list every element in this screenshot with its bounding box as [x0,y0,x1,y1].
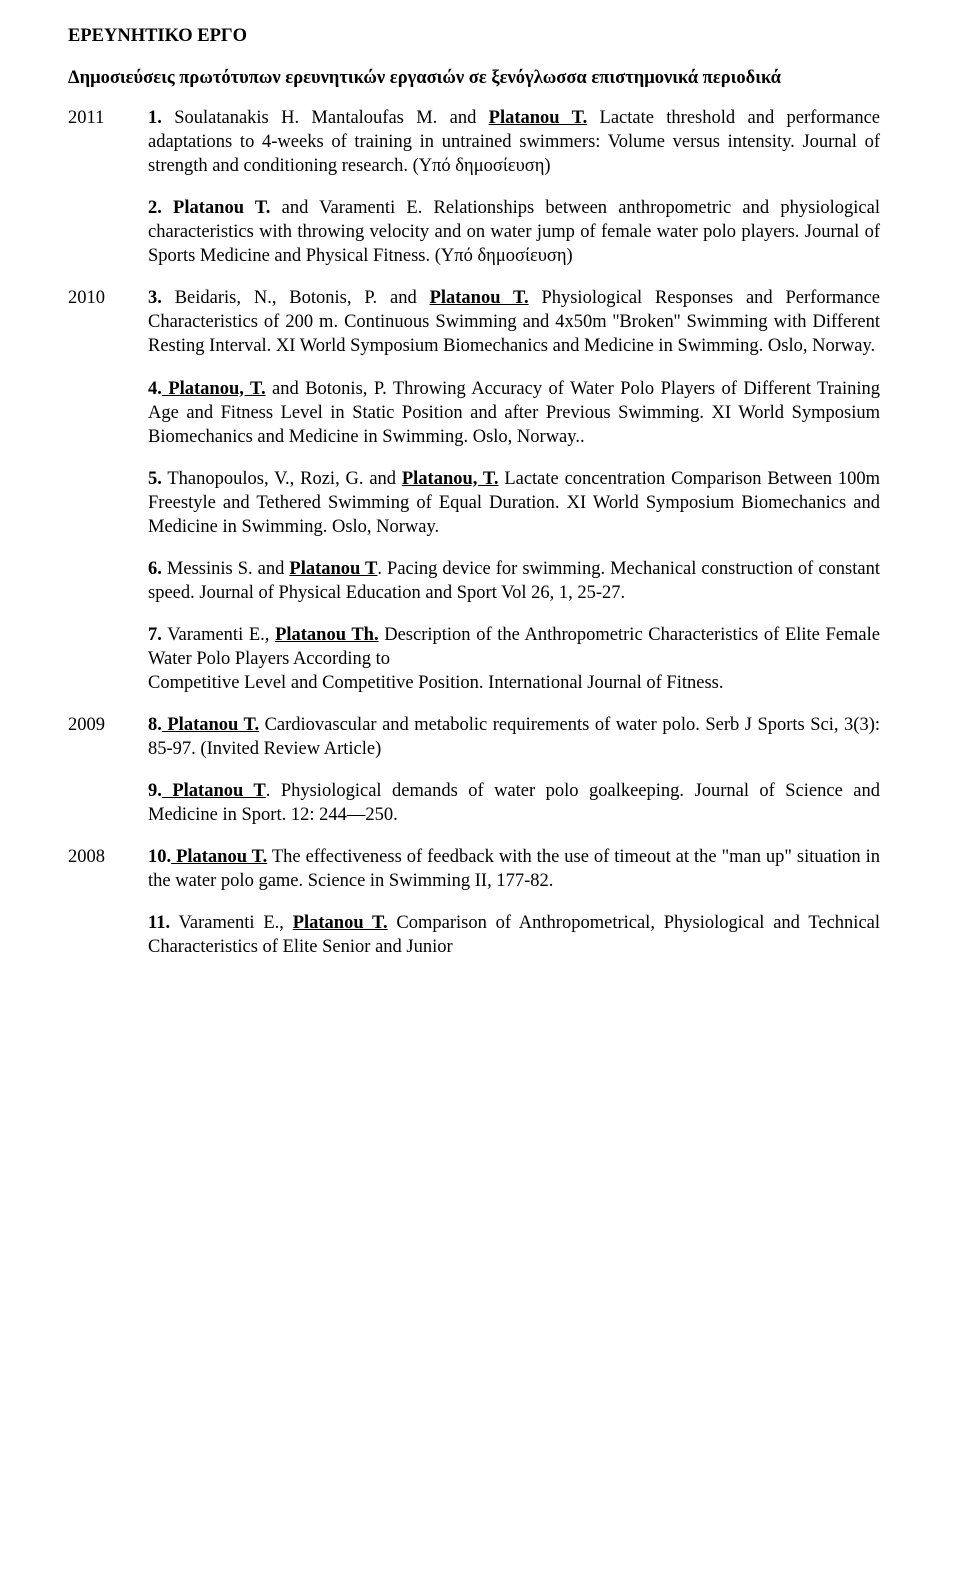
publication-entry: 2011 1. Soulatanakis H. Mantaloufas M. a… [68,106,880,178]
publication-text: 7. Varamenti E., Platanou Th. Descriptio… [148,623,880,695]
publication-text: 1. Soulatanakis H. Mantaloufas M. and Pl… [148,106,880,178]
text-run: Messinis S. and [162,559,290,579]
author-highlighted: Platanou T. [430,288,529,308]
publication-entry: 2. Platanou T. and Varamenti E. Relation… [68,196,880,268]
publication-text: 8. Platanou T. Cardiovascular and metabo… [148,713,880,761]
item-number: 2. [148,198,162,218]
publication-entry: 4. Platanou, T. and Botonis, P. Throwing… [68,377,880,449]
author-highlighted: Platanou T. [293,913,388,933]
publication-text: 5. Thanopoulos, V., Rozi, G. and Platano… [148,467,880,539]
publication-text: 6. Messinis S. and Platanou T. Pacing de… [148,557,880,605]
item-number: 1. [148,108,162,128]
item-number: 6. [148,559,162,579]
text-run: Thanopoulos, V., Rozi, G. and [162,469,402,489]
item-number: 4. [148,379,162,399]
author-highlighted: Platanou T. [489,108,588,128]
publication-text: 4. Platanou, T. and Botonis, P. Throwing… [148,377,880,449]
publication-entry: 2009 8. Platanou T. Cardiovascular and m… [68,713,880,761]
item-number: 9. [148,781,162,801]
author-highlighted: Platanou T. [162,198,271,218]
year-label: 2009 [68,713,148,737]
author-highlighted: Platanou T. [171,847,267,867]
publication-text: 2. Platanou T. and Varamenti E. Relation… [148,196,880,268]
text-run: Competitive Level and Competitive Positi… [148,673,723,693]
publication-entry: 9. Platanou T. Physiological demands of … [68,779,880,827]
author-highlighted: Platanou T [162,781,266,801]
publication-entry: 7. Varamenti E., Platanou Th. Descriptio… [68,623,880,695]
publication-entry: 5. Thanopoulos, V., Rozi, G. and Platano… [68,467,880,539]
year-label: 2011 [68,106,148,130]
year-label: 2010 [68,286,148,310]
page: ΕΡΕΥΝΗΤΙΚΟ ΕΡΓΟ Δημοσιεύσεις πρωτότυπων … [0,0,960,1593]
publication-entry: 2008 10. Platanou T. The effectiveness o… [68,845,880,893]
text-run: Varamenti E., [170,913,293,933]
item-number: 3. [148,288,162,308]
author-highlighted: Platanou, T. [402,469,499,489]
publication-entry: 2010 3. Beidaris, N., Botonis, P. and Pl… [68,286,880,358]
item-number: 10. [148,847,171,867]
subsection-title: Δημοσιεύσεις πρωτότυπων ερευνητικών εργα… [68,66,880,90]
publication-entry: 11. Varamenti E., Platanou T. Comparison… [68,911,880,959]
author-highlighted: Platanou, T. [162,379,266,399]
author-highlighted: Platanou Th. [275,625,379,645]
publication-text: 11. Varamenti E., Platanou T. Comparison… [148,911,880,959]
publication-text: 3. Beidaris, N., Botonis, P. and Platano… [148,286,880,358]
publication-entry: 6. Messinis S. and Platanou T. Pacing de… [68,557,880,605]
year-label: 2008 [68,845,148,869]
item-number: 5. [148,469,162,489]
author-highlighted: Platanou T. [162,715,259,735]
author-highlighted: Platanou T [289,559,377,579]
item-number: 11. [148,913,170,933]
text-run: Soulatanakis H. Mantaloufas M. and [162,108,489,128]
publication-text: 9. Platanou T. Physiological demands of … [148,779,880,827]
section-title: ΕΡΕΥΝΗΤΙΚΟ ΕΡΓΟ [68,24,880,48]
publication-text: 10. Platanou T. The effectiveness of fee… [148,845,880,893]
item-number: 7. [148,625,162,645]
text-run: Varamenti E., [162,625,275,645]
text-run: Beidaris, N., Botonis, P. and [162,288,430,308]
item-number: 8. [148,715,162,735]
